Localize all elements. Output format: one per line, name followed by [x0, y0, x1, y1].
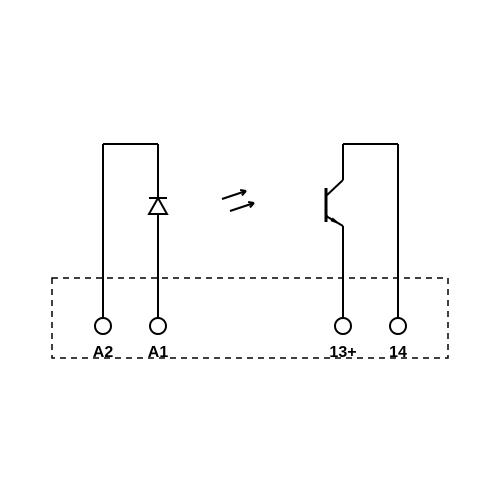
terminal-label-14: 14	[389, 344, 407, 362]
terminal-label-a1: A1	[148, 344, 168, 362]
terminal-label-13: 13+	[329, 344, 356, 362]
terminal-label-a2: A2	[93, 344, 113, 362]
schematic-svg	[0, 0, 500, 500]
schematic-diagram: A2 A1 13+ 14	[0, 0, 500, 500]
